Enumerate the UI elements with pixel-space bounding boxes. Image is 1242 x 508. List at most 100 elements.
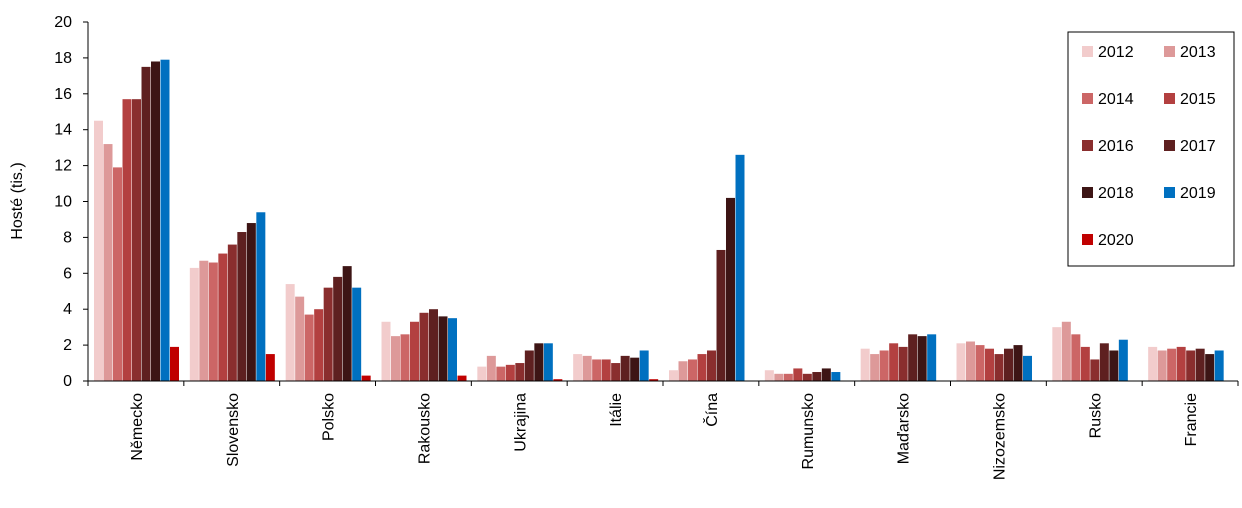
legend-box (1067, 31, 1235, 267)
bar (898, 346, 908, 381)
bar (611, 363, 621, 381)
bar (457, 375, 467, 381)
bar (132, 99, 141, 381)
x-tick-label: Rakousko (416, 393, 433, 464)
bar (927, 334, 937, 381)
bar (601, 359, 611, 381)
bar (726, 197, 735, 381)
bar (477, 366, 487, 381)
bar (1205, 354, 1215, 381)
bar (103, 144, 113, 381)
x-ticks-layer: Německo Slovensko Polsko Rakousko Ukrajina It… (87, 381, 1239, 480)
bar (419, 312, 429, 381)
bar (812, 372, 822, 381)
legend-label: 2019 (1180, 185, 1216, 202)
x-tick-label: Nizozemsko (991, 393, 1008, 480)
bar (314, 309, 324, 381)
bar (1157, 350, 1167, 381)
legend-label: 2016 (1098, 138, 1134, 155)
bar (1071, 334, 1081, 381)
bars-layer (94, 59, 1224, 382)
y-tick-label: 16 (54, 86, 72, 103)
bar (151, 61, 160, 382)
bar (908, 334, 918, 381)
bar (553, 379, 563, 381)
bar (391, 336, 400, 381)
bar (573, 354, 583, 381)
legend-swatch (1164, 140, 1175, 151)
bar (323, 287, 333, 381)
bar (429, 309, 438, 381)
x-tick-label: Itálie (608, 393, 625, 427)
bar (534, 343, 544, 381)
legend-swatch (1164, 46, 1175, 57)
bar (774, 373, 784, 381)
bar (1061, 321, 1071, 381)
y-axis-label: Hosté (tis.) (9, 162, 26, 239)
bar (669, 370, 678, 381)
bar (956, 343, 966, 381)
bar (122, 99, 132, 381)
bar (1118, 339, 1128, 381)
bar (793, 368, 803, 381)
x-tick-label: Rusko (1087, 393, 1104, 438)
bar (592, 359, 602, 381)
y-tick-label: 14 (54, 122, 72, 139)
legend-label: 2020 (1098, 232, 1134, 249)
bar (304, 314, 314, 381)
y-tick-label: 10 (54, 194, 72, 211)
y-tick-label: 4 (63, 301, 72, 318)
bar (352, 287, 362, 381)
bar (218, 253, 228, 381)
bar (688, 359, 697, 381)
bar (1195, 348, 1205, 381)
bar (170, 346, 179, 381)
legend: 2012 2013 2014 2015 2016 2017 2018 2019 2020 (1067, 31, 1235, 267)
bar (697, 354, 707, 381)
bar (227, 244, 237, 381)
bar (333, 276, 343, 381)
bar (256, 212, 266, 381)
bar (802, 373, 812, 381)
bar (879, 350, 889, 381)
legend-swatch (1082, 234, 1093, 245)
bar (639, 350, 649, 381)
bar (543, 343, 553, 381)
bar (764, 370, 774, 381)
legend-label: 2012 (1098, 44, 1134, 61)
x-tick-label: Německo (129, 393, 146, 461)
bar (1023, 355, 1032, 381)
bar (1109, 350, 1119, 381)
y-tick-label: 18 (54, 50, 72, 67)
bar (237, 232, 247, 381)
bar (438, 316, 448, 381)
legend-swatch (1082, 140, 1093, 151)
bar (966, 341, 975, 381)
bar (1148, 346, 1158, 381)
bar (783, 373, 793, 381)
bar (265, 354, 275, 381)
bar (285, 284, 295, 381)
bar (889, 343, 899, 381)
bar (410, 321, 419, 381)
bar (400, 334, 410, 381)
bar (361, 375, 371, 381)
bar (649, 379, 659, 381)
legend-label: 2017 (1180, 138, 1216, 155)
bar (496, 366, 506, 381)
x-tick-label: Slovensko (225, 393, 242, 467)
bar (141, 66, 151, 381)
bar (630, 357, 640, 381)
legend-label: 2018 (1098, 185, 1134, 202)
bar (295, 296, 305, 381)
bar (1052, 327, 1062, 381)
bar (735, 154, 745, 381)
bar (246, 223, 256, 381)
bar (707, 350, 716, 381)
bar (189, 267, 199, 381)
legend-label: 2013 (1180, 44, 1216, 61)
legend-swatch (1164, 93, 1175, 104)
bar (505, 364, 515, 381)
bar (342, 266, 352, 381)
